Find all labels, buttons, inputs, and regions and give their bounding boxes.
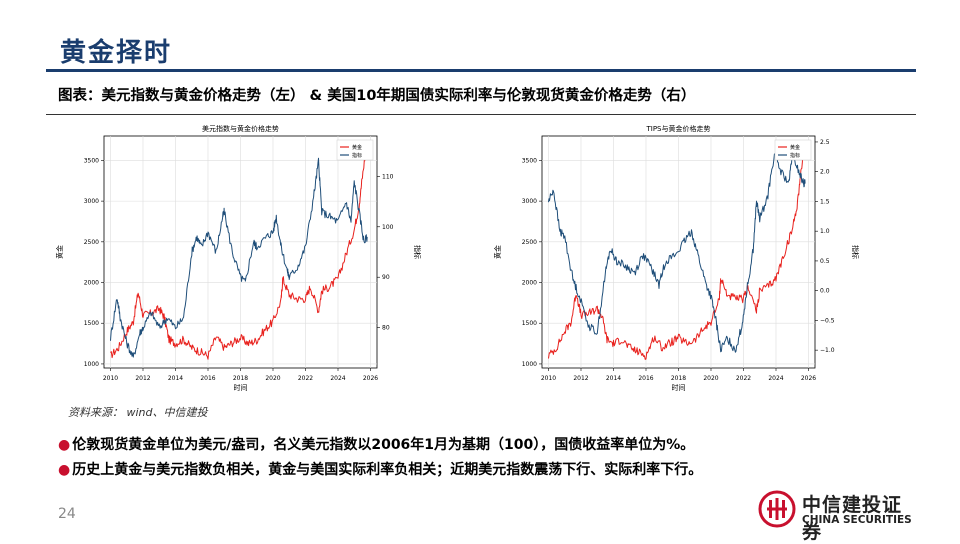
x-tick-label: 2020 — [265, 375, 280, 382]
x-tick-label: 2018 — [671, 375, 686, 382]
x-tick-label: 2026 — [363, 375, 378, 382]
y-left-tick-label: 1000 — [84, 361, 99, 368]
y-right-axis-label: 指标 — [851, 245, 860, 259]
y-right-axis-label: 指标 — [413, 245, 422, 259]
x-tick-label: 2010 — [103, 375, 118, 382]
legend-label: 指标 — [790, 152, 800, 159]
title-divider — [46, 69, 916, 72]
bullet-item: ● 历史上黄金与美元指数负相关，黄金与美国实际利率负相关；近期美元指数震荡下行、实… — [58, 459, 702, 479]
bullet-dot-icon: ● — [58, 462, 71, 478]
y-left-tick-label: 1500 — [84, 320, 99, 327]
logo-english-name: CHINA SECURITIES — [802, 514, 912, 526]
x-tick-label: 2026 — [801, 375, 816, 382]
y-left-tick-label: 2500 — [522, 239, 537, 246]
y-right-tick-label: −1.0 — [820, 347, 835, 354]
logo-chinese-name: 中信建投证券 — [802, 494, 903, 543]
chart-title: TIPS与黄金价格走势 — [645, 124, 710, 133]
legend-label: 黄金 — [352, 144, 362, 151]
x-tick-label: 2018 — [233, 375, 248, 382]
y-right-tick-label: 90 — [382, 274, 390, 281]
x-tick-label: 2016 — [638, 375, 653, 382]
data-source-note: 资料来源： wind、中信建投 — [68, 406, 208, 419]
legend-label: 黄金 — [790, 144, 800, 151]
tips-gold-chart: 2010 2012 2014 2016 2018 2020 2022 2024 2026 1000… — [493, 124, 860, 392]
y-left-tick-label: 3000 — [522, 198, 537, 205]
series-line-gold — [548, 140, 806, 360]
y-left-tick-label: 3000 — [84, 198, 99, 205]
series-line-gold — [110, 139, 368, 360]
y-right-tick-label: 100 — [382, 224, 394, 231]
x-tick-label: 2014 — [606, 375, 621, 382]
y-left-axis-label: 黄金 — [493, 245, 502, 259]
x-tick-label: 2022 — [736, 375, 751, 382]
x-axis-label: 时间 — [234, 383, 248, 392]
x-tick-label: 2012 — [573, 375, 588, 382]
y-right-tick-label: 0.0 — [820, 288, 830, 295]
y-right-tick-label: 2.0 — [820, 169, 830, 176]
bullet-text: 伦敦现货黄金单位为美元/盎司，名义美元指数以2006年1月为基期（100），国债… — [72, 437, 695, 453]
series-line-indicator — [110, 157, 368, 358]
x-tick-label: 2024 — [330, 375, 345, 382]
y-right-tick-label: 1.5 — [820, 198, 830, 205]
x-tick-label: 2010 — [541, 375, 556, 382]
bullet-text: 历史上黄金与美元指数负相关，黄金与美国实际利率负相关；近期美元指数震荡下行、实际… — [72, 462, 703, 478]
bullet-item: ● 伦敦现货黄金单位为美元/盎司，名义美元指数以2006年1月为基期（100），国… — [58, 434, 694, 454]
y-left-tick-label: 1000 — [522, 361, 537, 368]
x-tick-label: 2012 — [135, 375, 150, 382]
page-number: 24 — [58, 506, 76, 522]
x-tick-label: 2014 — [168, 375, 183, 382]
page-title: 黄金择时 — [60, 38, 173, 68]
y-left-tick-label: 2500 — [84, 239, 99, 246]
x-tick-label: 2024 — [768, 375, 783, 382]
bullet-dot-icon: ● — [58, 437, 71, 453]
y-right-tick-label: 110 — [382, 173, 394, 180]
y-left-tick-label: 2000 — [84, 280, 99, 287]
figure-caption: 图表：美元指数与黄金价格走势（左） & 美国10年期国债实际利率与伦敦现货黄金价… — [58, 88, 696, 104]
y-right-tick-label: 80 — [382, 325, 390, 332]
y-left-tick-label: 2000 — [522, 280, 537, 287]
x-tick-label: 2016 — [200, 375, 215, 382]
y-right-tick-label: 0.5 — [820, 258, 830, 265]
y-right-tick-label: 2.5 — [820, 139, 830, 146]
x-tick-label: 2022 — [298, 375, 313, 382]
y-left-axis-label: 黄金 — [55, 245, 64, 259]
company-logo: 中信建投证券 CHINA SECURITIES — [758, 488, 918, 543]
china-securities-logo-icon — [758, 490, 796, 528]
legend-label: 指标 — [352, 152, 362, 159]
y-right-tick-label: 1.0 — [820, 228, 830, 235]
x-tick-label: 2020 — [703, 375, 718, 382]
dollar-index-gold-chart: 2010 2012 2014 2016 2018 2020 2022 2024 2026 1000… — [55, 124, 422, 392]
y-left-tick-label: 3500 — [84, 157, 99, 164]
chart-title: 美元指数与黄金价格走势 — [202, 124, 279, 133]
y-left-tick-label: 1500 — [522, 320, 537, 327]
caption-divider — [46, 114, 916, 115]
y-left-tick-label: 3500 — [522, 157, 537, 164]
x-axis-label: 时间 — [672, 383, 686, 392]
series-line-indicator — [548, 150, 806, 353]
y-right-tick-label: −0.5 — [820, 317, 835, 324]
